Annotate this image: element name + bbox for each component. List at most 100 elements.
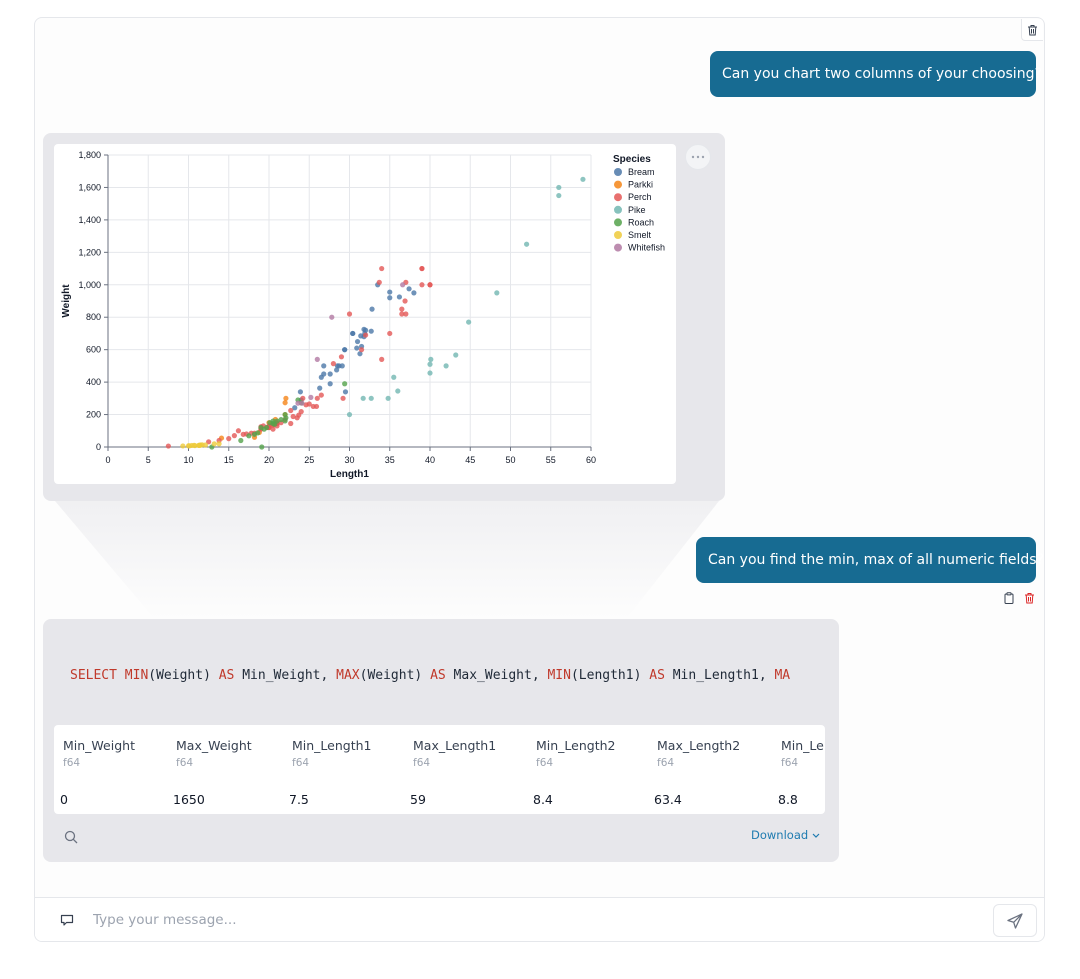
delete-message-button[interactable] (1023, 591, 1036, 604)
data-point-perch (419, 282, 425, 288)
legend-label: Roach (628, 217, 654, 227)
sql-keyword: SELECT (70, 668, 117, 683)
data-point-pike (453, 352, 459, 358)
trash-icon (1028, 24, 1037, 35)
result-table: Min_Weight f64 0 Max_Weight f64 1650 Min_Lengt… (54, 725, 825, 814)
message-icon (60, 914, 74, 926)
download-button[interactable]: Download (751, 828, 820, 842)
search-icon (64, 830, 78, 844)
sql-text: (Weight) (148, 668, 219, 683)
column-type: f64 (536, 757, 554, 769)
data-point-bream (387, 289, 393, 295)
chart-more-button[interactable] (685, 144, 711, 170)
data-point-roach (278, 416, 284, 423)
data-point-perch (363, 332, 369, 338)
y-tick-label: 600 (86, 345, 101, 355)
column-type: f64 (292, 757, 310, 769)
data-point-bream (292, 405, 298, 411)
data-point-roach (342, 381, 348, 387)
data-point-perch (235, 428, 242, 434)
legend-swatch (614, 218, 622, 227)
x-tick-label: 35 (385, 455, 395, 465)
legend-swatch (614, 168, 622, 176)
x-tick-label: 15 (224, 455, 234, 465)
column-type: f64 (176, 757, 194, 769)
data-point-whitefish (299, 400, 305, 406)
y-axis-label: Weight (61, 284, 72, 318)
message-icon-wrap (58, 912, 76, 928)
data-point-perch (288, 407, 294, 414)
copy-message-button[interactable] (1002, 591, 1015, 604)
sql-keyword: AS (430, 668, 446, 683)
data-point-pike (556, 192, 562, 199)
data-point-perch (419, 265, 425, 272)
column-header[interactable]: Min_Le (781, 738, 824, 753)
data-point-roach (255, 430, 261, 436)
data-point-bream (342, 347, 348, 353)
column-header[interactable]: Min_Weight (63, 738, 135, 753)
send-button[interactable] (993, 904, 1037, 937)
data-point-whitefish (329, 314, 335, 320)
data-point-pike (427, 370, 433, 376)
data-point-pike (428, 356, 434, 362)
data-point-bream (357, 351, 363, 357)
data-point-perch (338, 354, 345, 360)
column-header[interactable]: Max_Length2 (657, 738, 741, 753)
legend-swatch (614, 243, 622, 252)
data-point-perch (402, 298, 408, 304)
data-point-perch (403, 311, 409, 317)
data-point-perch (300, 395, 306, 401)
download-label: Download (751, 828, 809, 842)
sql-text: (Length1) (570, 668, 650, 683)
data-point-perch (427, 282, 433, 288)
y-tick-label: 1,800 (78, 150, 101, 160)
data-point-smelt (211, 441, 217, 447)
data-point-bream (317, 385, 323, 391)
column-header[interactable]: Min_Length2 (536, 738, 616, 753)
data-point-bream (327, 381, 333, 387)
data-point-bream (354, 345, 360, 351)
sql-text: (Weight) (359, 668, 431, 683)
legend-swatch (614, 205, 622, 214)
sql-keyword: AS (218, 668, 235, 683)
legend-label: Smelt (628, 230, 652, 240)
sql-text (117, 668, 125, 683)
legend-label: Pike (628, 205, 646, 215)
data-point-perch (270, 426, 276, 432)
data-point-bream (363, 327, 369, 333)
data-point-perch (340, 395, 346, 401)
data-point-bream (396, 294, 403, 300)
data-point-bream (350, 330, 356, 337)
sql-keyword: MIN (124, 668, 149, 683)
data-point-parkki (283, 395, 289, 401)
sql-keyword: MIN (547, 668, 571, 683)
legend-label: Bream (628, 167, 655, 177)
delete-conversation-button[interactable] (1021, 19, 1043, 41)
x-tick-label: 30 (344, 455, 354, 465)
data-point-perch (399, 311, 405, 317)
message-input[interactable] (93, 906, 973, 934)
x-tick-label: 50 (505, 455, 515, 465)
data-point-roach (246, 433, 252, 439)
sql-keyword: MA (774, 668, 791, 683)
column-header[interactable]: Max_Weight (176, 738, 252, 753)
data-point-bream (339, 363, 345, 369)
x-tick-label: 60 (586, 455, 596, 465)
data-point-whitefish (400, 282, 406, 288)
data-point-roach (259, 444, 265, 450)
data-point-bream (334, 367, 340, 373)
column-header[interactable]: Max_Length1 (413, 738, 497, 753)
data-point-perch (288, 420, 294, 427)
x-tick-label: 10 (183, 455, 193, 465)
legend-label: Whitefish (628, 243, 665, 253)
table-search-button[interactable] (61, 827, 81, 847)
data-point-roach (238, 437, 244, 444)
clipboard-icon (1004, 591, 1013, 604)
data-point-perch (387, 330, 393, 337)
data-point-pike (385, 395, 391, 401)
cell-value: 0 (60, 792, 68, 807)
column-header[interactable]: Min_Length1 (292, 738, 372, 753)
user-message-1: Can you chart two columns of your choosi… (710, 51, 1042, 97)
data-point-roach (274, 418, 280, 424)
data-point-bream (368, 328, 374, 334)
